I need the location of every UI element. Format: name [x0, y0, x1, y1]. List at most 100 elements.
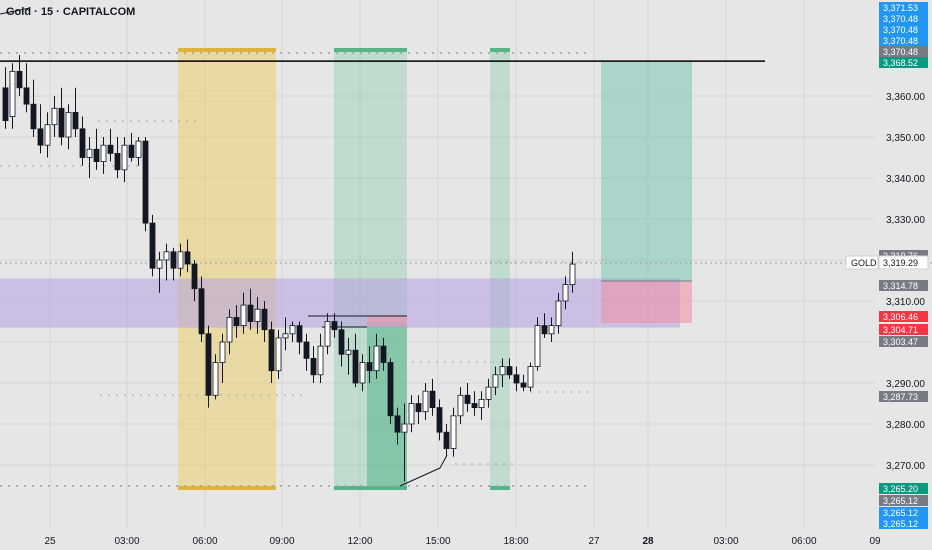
candle-body[interactable]: [562, 284, 569, 302]
long-position-target-zone: [601, 62, 692, 281]
candle-body[interactable]: [289, 325, 296, 335]
candle-body[interactable]: [366, 362, 373, 372]
candle-body[interactable]: [44, 124, 51, 146]
candle-body[interactable]: [429, 390, 436, 409]
candle-body[interactable]: [310, 357, 317, 376]
candle-body[interactable]: [156, 259, 163, 269]
candle-body[interactable]: [450, 415, 457, 449]
candle-body[interactable]: [30, 103, 37, 130]
candle-body[interactable]: [408, 403, 415, 425]
candle-body[interactable]: [58, 107, 65, 138]
candle-body[interactable]: [303, 341, 310, 359]
candle-body[interactable]: [37, 128, 44, 146]
candle-body[interactable]: [548, 325, 555, 335]
candle-body[interactable]: [142, 140, 149, 224]
candle-body[interactable]: [79, 128, 86, 158]
candle-body[interactable]: [457, 394, 464, 417]
candle-body[interactable]: [401, 423, 408, 433]
candle-body[interactable]: [86, 148, 93, 158]
price-badge: [879, 24, 928, 35]
price-badge-label: 3,304.71: [883, 325, 918, 335]
candle-body[interactable]: [128, 144, 135, 158]
candle-body[interactable]: [422, 390, 429, 413]
candle-body[interactable]: [9, 71, 16, 117]
candle-body[interactable]: [65, 112, 72, 138]
candle-body[interactable]: [16, 71, 23, 89]
candle-body[interactable]: [443, 431, 450, 450]
candle-body[interactable]: [541, 325, 548, 335]
trend-line: [439, 454, 448, 469]
candle-body[interactable]: [212, 362, 219, 396]
candle-body[interactable]: [163, 251, 170, 261]
candle-body[interactable]: [569, 263, 576, 286]
candle-body[interactable]: [338, 329, 345, 355]
candle-body[interactable]: [345, 349, 352, 355]
candle-body[interactable]: [170, 251, 177, 269]
candle-body[interactable]: [296, 325, 303, 343]
candle-body[interactable]: [233, 316, 240, 326]
candle-body[interactable]: [198, 288, 205, 335]
candle-body[interactable]: [149, 222, 156, 269]
candle-body[interactable]: [506, 366, 513, 376]
candle-body[interactable]: [380, 345, 387, 363]
candle-body[interactable]: [499, 366, 506, 376]
candle-body[interactable]: [72, 112, 79, 130]
price-axis-label: 3,280.00: [886, 420, 925, 431]
candle-body[interactable]: [324, 321, 331, 347]
candle-body[interactable]: [205, 333, 212, 396]
candle-body[interactable]: [387, 362, 394, 417]
candle-body[interactable]: [275, 337, 282, 372]
time-axis-label: 06:00: [791, 536, 816, 547]
candle-body[interactable]: [121, 144, 128, 171]
candle-body[interactable]: [268, 329, 275, 372]
candle-body[interactable]: [352, 349, 359, 384]
chart-title: Gold · 15 · CAPITALCOM: [6, 6, 136, 18]
candle-body[interactable]: [555, 300, 562, 327]
session-box-asia-top: [178, 48, 276, 52]
candle-body[interactable]: [240, 304, 247, 327]
candle-body[interactable]: [100, 144, 107, 162]
symbol-price-value: 3,319.29: [883, 258, 918, 268]
candle-body[interactable]: [23, 87, 30, 105]
candle-body[interactable]: [492, 374, 499, 388]
session-box-ny-bottom: [490, 486, 510, 490]
candle-body[interactable]: [394, 415, 401, 433]
price-badge: [879, 483, 928, 494]
price-badge-label: 3,314.78: [883, 281, 918, 291]
candle-body[interactable]: [513, 374, 520, 384]
candle-body[interactable]: [331, 321, 338, 331]
candle-body[interactable]: [219, 341, 226, 363]
candle-body[interactable]: [534, 325, 541, 368]
candle-body[interactable]: [226, 316, 233, 343]
candle-body[interactable]: [135, 140, 142, 158]
candle-body[interactable]: [93, 148, 100, 163]
candle-body[interactable]: [51, 107, 58, 126]
session-box-london-fill: [367, 322, 407, 486]
candle-body[interactable]: [520, 382, 527, 388]
candle-body[interactable]: [254, 308, 261, 322]
candle-body[interactable]: [247, 304, 254, 322]
candle-body[interactable]: [191, 263, 198, 290]
candle-body[interactable]: [464, 394, 471, 404]
candle-body[interactable]: [415, 403, 422, 413]
candle-body[interactable]: [282, 333, 289, 339]
candle-body[interactable]: [2, 87, 9, 122]
candle-body[interactable]: [184, 251, 191, 265]
candle-body[interactable]: [359, 362, 366, 384]
candle-body[interactable]: [261, 308, 268, 331]
price-badge: [879, 46, 928, 57]
candle-body[interactable]: [436, 407, 443, 433]
candle-body[interactable]: [485, 386, 492, 400]
time-axis-label: 12:00: [347, 536, 372, 547]
price-badge: [879, 518, 928, 529]
candle-body[interactable]: [471, 403, 478, 408]
time-axis-label: 18:00: [503, 536, 528, 547]
candle-body[interactable]: [317, 345, 324, 376]
candle-body[interactable]: [527, 366, 534, 388]
candle-body[interactable]: [373, 345, 380, 372]
candle-body[interactable]: [107, 144, 114, 154]
candle-body[interactable]: [478, 398, 485, 408]
candle-body[interactable]: [114, 152, 121, 171]
candle-body[interactable]: [177, 251, 184, 269]
